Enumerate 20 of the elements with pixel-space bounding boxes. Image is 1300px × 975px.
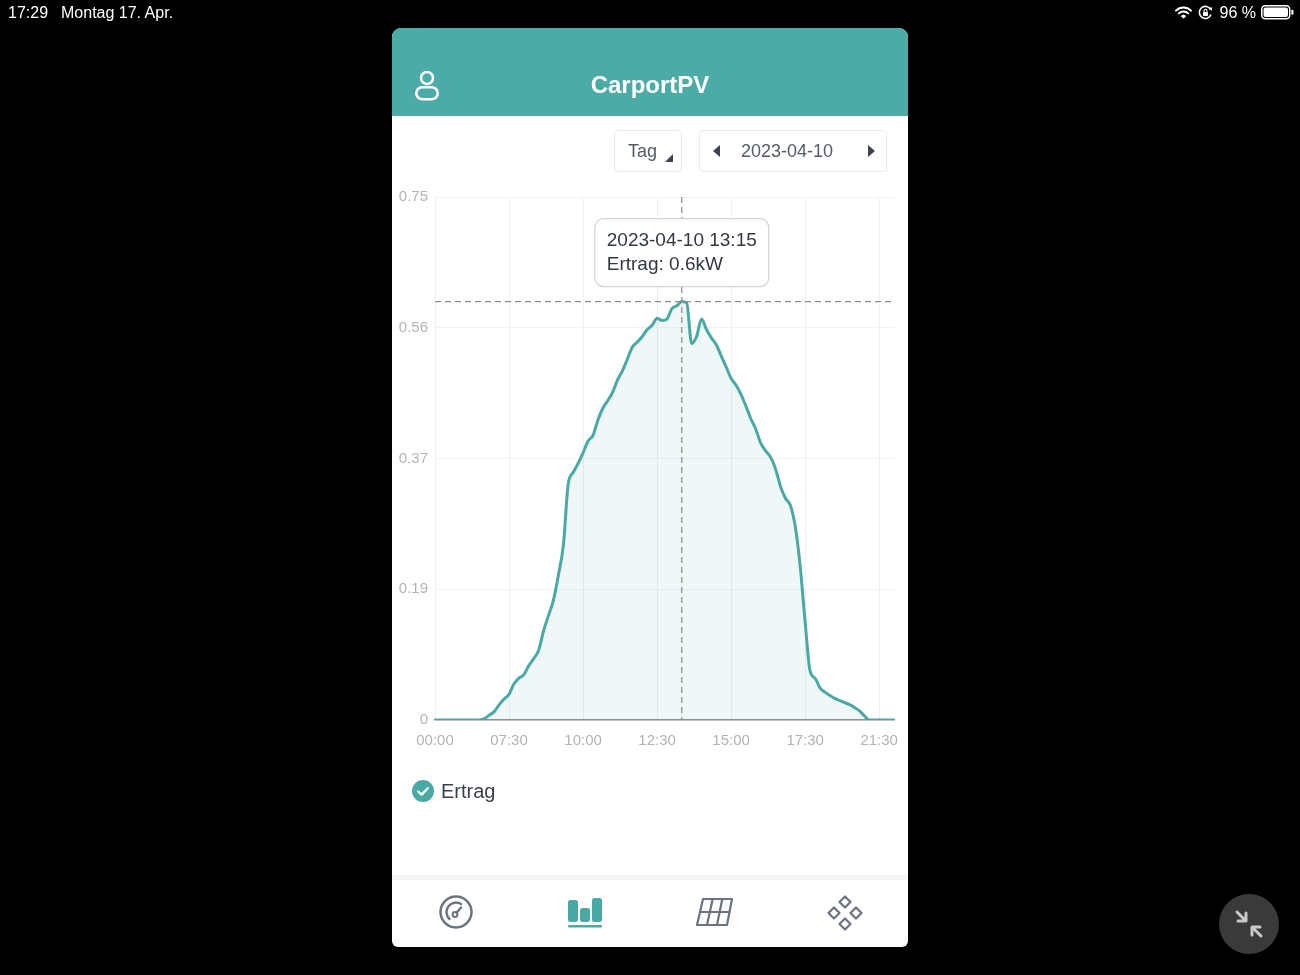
x-tick-label: 17:30 <box>786 731 824 749</box>
y-tick-label: 0.56 <box>398 317 428 335</box>
annotation: 2023-04-10 13:15 Ertrag: 0.6kW <box>606 228 757 274</box>
text: 17:29 <box>8 3 49 23</box>
period-dropdown: Tag <box>614 130 682 172</box>
x-tick-label: 10:00 <box>564 731 602 749</box>
x-tick-label: 21:30 <box>860 731 898 749</box>
x-tick-label: 07:30 <box>490 731 528 749</box>
date-picker: 2023-04-10 <box>699 130 887 172</box>
chart-title: CarportPV <box>589 70 711 100</box>
y-tick-label: 0.37 <box>398 448 428 466</box>
y-tick-label: 0.19 <box>398 579 428 597</box>
text: 96 % <box>1219 3 1256 23</box>
y-tick-label: 0.75 <box>398 187 428 205</box>
x-tick-label: 15:00 <box>712 731 750 749</box>
x-tick-label: 00:00 <box>416 731 454 749</box>
x-tick-label: 12:30 <box>638 731 676 749</box>
legend-label: Ertrag <box>441 779 496 803</box>
text: Montag 17. Apr. <box>61 3 174 23</box>
y-tick-label: 0 <box>419 710 428 728</box>
